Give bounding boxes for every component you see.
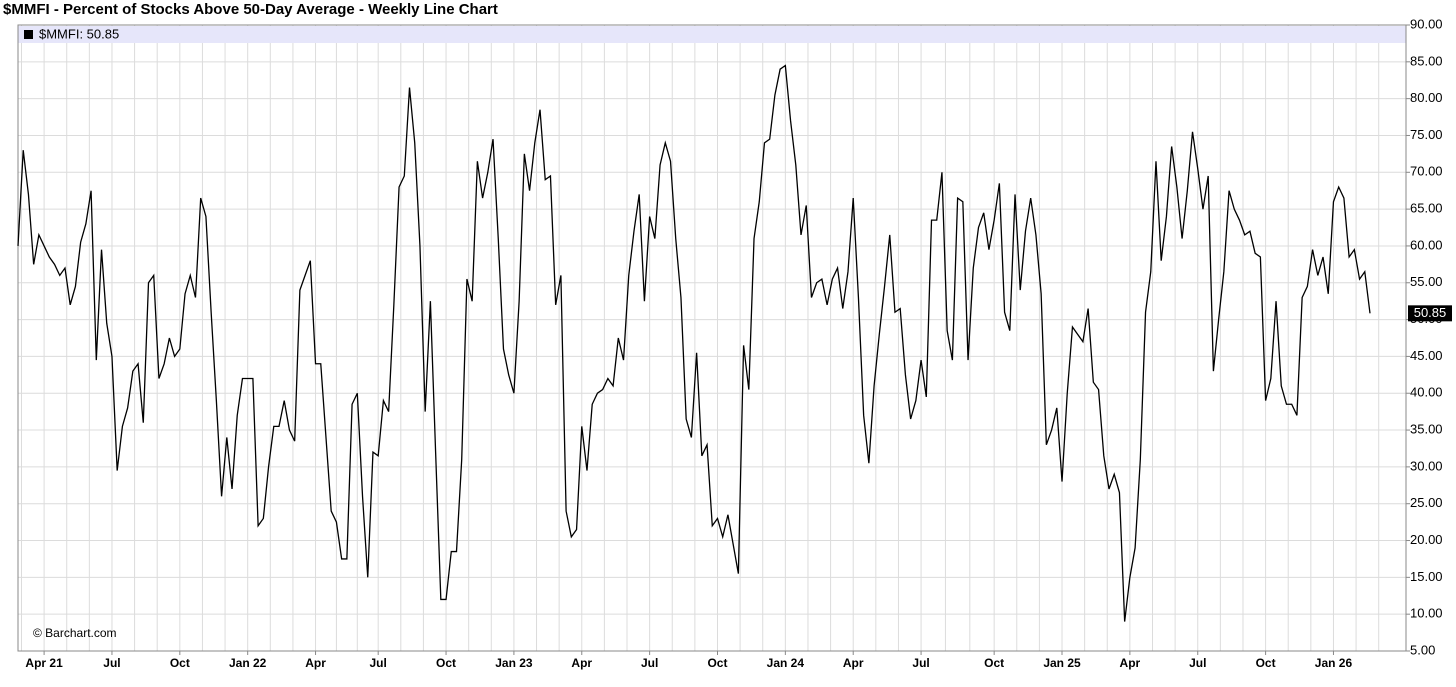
legend-label: $MMFI: 50.85 (39, 26, 119, 41)
x-tick-label: Jan 22 (229, 656, 267, 670)
y-tick-label: 30.00 (1410, 458, 1443, 473)
y-tick-label: 60.00 (1410, 237, 1443, 252)
x-tick-label: Jul (1189, 656, 1206, 670)
legend-swatch (24, 30, 33, 39)
x-tick-label: Apr 21 (25, 656, 63, 670)
legend-band (18, 26, 1406, 43)
x-tick-label: Jul (103, 656, 120, 670)
y-tick-label: 55.00 (1410, 274, 1443, 289)
y-tick-label: 65.00 (1410, 201, 1443, 216)
x-tick-label: Jul (641, 656, 658, 670)
x-tick-label: Oct (984, 656, 1004, 670)
source-note: © Barchart.com (33, 626, 117, 640)
x-tick-label: Oct (436, 656, 456, 670)
y-tick-label: 75.00 (1410, 127, 1443, 142)
y-tick-label: 15.00 (1410, 569, 1443, 584)
y-tick-label: 5.00 (1410, 642, 1435, 657)
y-tick-label: 85.00 (1410, 53, 1443, 68)
last-value-label: 50.85 (1414, 305, 1447, 320)
y-tick-label: 90.00 (1410, 16, 1443, 31)
x-tick-label: Apr (1120, 656, 1141, 670)
x-tick-label: Jan 25 (1043, 656, 1081, 670)
y-tick-label: 40.00 (1410, 385, 1443, 400)
x-tick-label: Oct (1256, 656, 1276, 670)
x-tick-label: Jan 26 (1315, 656, 1353, 670)
y-tick-label: 35.00 (1410, 421, 1443, 436)
y-tick-label: 80.00 (1410, 90, 1443, 105)
data-line (17, 64, 1371, 622)
x-tick-label: Apr (305, 656, 326, 670)
y-tick-label: 25.00 (1410, 495, 1443, 510)
x-tick-label: Jul (912, 656, 929, 670)
grid (18, 24, 1406, 652)
y-tick-label: 70.00 (1410, 164, 1443, 179)
plot-frame (17, 24, 1407, 652)
x-tick-label: Apr (843, 656, 864, 670)
x-tick-label: Jan 24 (767, 656, 805, 670)
x-tick-label: Jul (370, 656, 387, 670)
x-tick-label: Oct (707, 656, 727, 670)
last-value-badge (1408, 305, 1452, 322)
x-tick-label: Oct (170, 656, 190, 670)
y-tick-label: 20.00 (1410, 532, 1443, 547)
x-tick-label: Jan 23 (495, 656, 533, 670)
x-tick-label: Apr (571, 656, 592, 670)
y-tick-label: 10.00 (1410, 606, 1443, 621)
chart-title: $MMFI - Percent of Stocks Above 50-Day A… (3, 1, 498, 18)
y-tick-label: 45.00 (1410, 348, 1443, 363)
